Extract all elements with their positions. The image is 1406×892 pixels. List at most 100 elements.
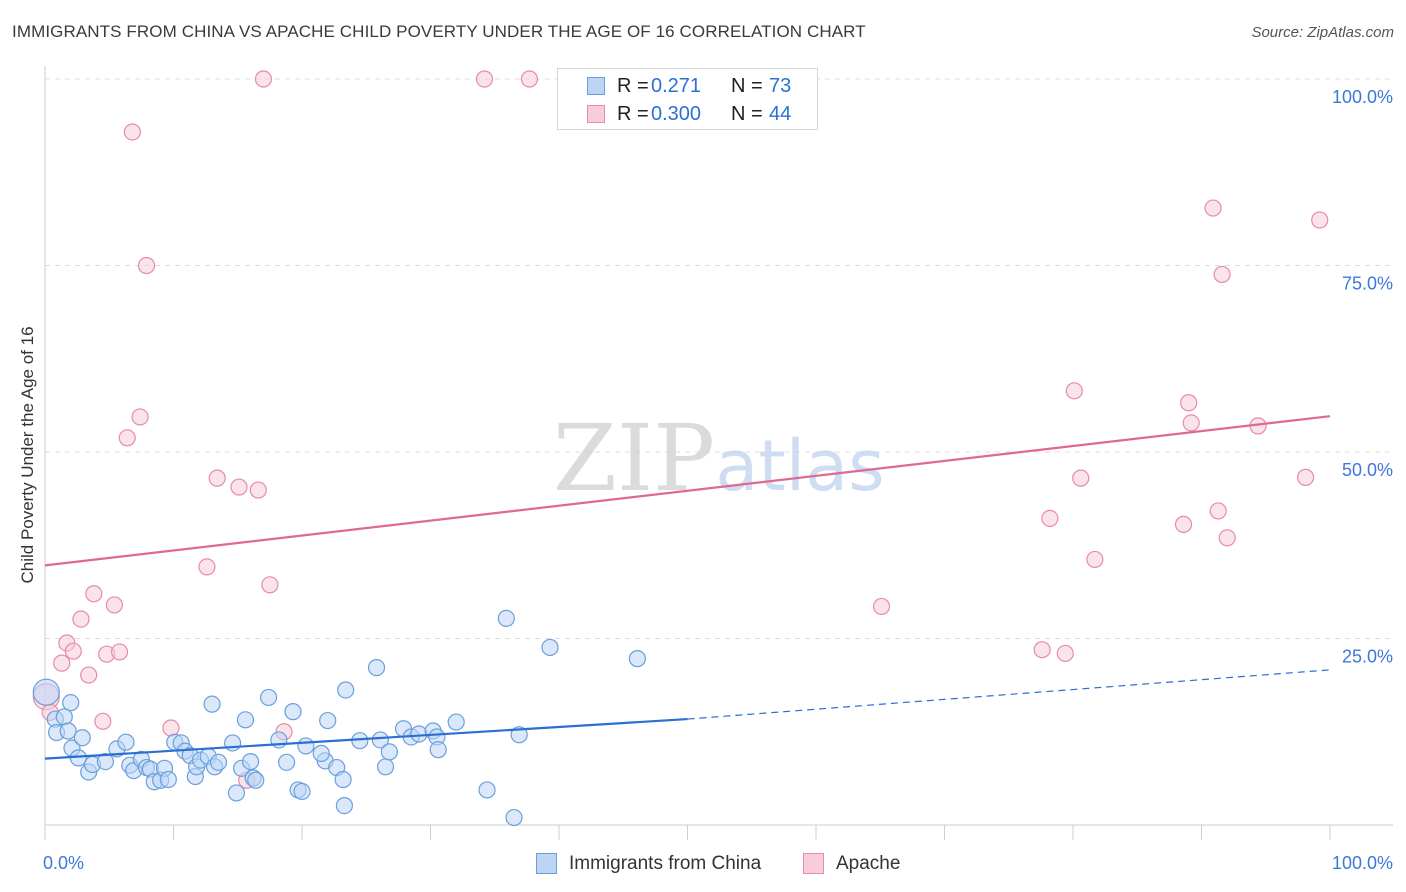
apache-point bbox=[872, 597, 891, 616]
r-value: 0.300 bbox=[651, 103, 702, 125]
china-point bbox=[628, 650, 646, 668]
apache-point bbox=[1311, 211, 1329, 229]
apache-point bbox=[123, 123, 141, 141]
r-value: 0.271 bbox=[651, 75, 702, 97]
china-point bbox=[337, 681, 355, 699]
source-label: Source: ZipAtlas.com bbox=[1251, 24, 1394, 41]
y-tick-label: 25.0% bbox=[1342, 647, 1393, 667]
apache-point bbox=[254, 70, 273, 88]
n-label: N = bbox=[731, 103, 763, 125]
apache-point bbox=[1072, 469, 1090, 487]
china-trend-line bbox=[44, 717, 688, 760]
china-point bbox=[59, 722, 77, 740]
china-point bbox=[227, 784, 246, 802]
china-point bbox=[497, 609, 515, 627]
y-tick-label: 50.0% bbox=[1342, 460, 1393, 480]
china-point bbox=[335, 797, 354, 815]
china-point bbox=[236, 711, 255, 729]
china-point bbox=[209, 753, 228, 771]
x-tick-label-min: 0.0% bbox=[43, 853, 84, 873]
china-point bbox=[284, 703, 302, 721]
apache-point bbox=[261, 576, 279, 594]
legend-label-china: Immigrants from China bbox=[569, 853, 762, 874]
apache-point bbox=[105, 596, 123, 614]
grid bbox=[45, 78, 1393, 639]
china-point bbox=[242, 752, 260, 771]
apache-point bbox=[1174, 515, 1193, 533]
legend-label-apache: Apache bbox=[836, 853, 901, 874]
legend-row-apache: R = 0.300 N = 44 bbox=[558, 100, 817, 128]
legend-swatch-china bbox=[587, 77, 605, 95]
correlation-legend: R = 0.271 N = 73 R = 0.300 N = 44 bbox=[557, 68, 818, 130]
apache-point bbox=[72, 610, 90, 628]
apache-point bbox=[1209, 502, 1227, 520]
china-point bbox=[293, 782, 311, 801]
china-point bbox=[376, 758, 395, 776]
china-point bbox=[117, 733, 135, 751]
apache-point bbox=[1296, 468, 1315, 486]
apache-point bbox=[1213, 265, 1231, 284]
china-point bbox=[319, 711, 337, 730]
apache-point bbox=[230, 478, 248, 496]
apache-point bbox=[1086, 550, 1104, 569]
china-point bbox=[367, 658, 386, 677]
watermark-atlas: atlas bbox=[715, 425, 884, 507]
watermark-zip: ZIP bbox=[553, 405, 715, 512]
china-point bbox=[32, 678, 60, 706]
apache-point bbox=[475, 70, 494, 88]
china-point bbox=[247, 771, 265, 789]
n-value: 73 bbox=[769, 75, 792, 97]
china-point bbox=[55, 708, 73, 726]
legend-swatch-apache bbox=[803, 853, 824, 874]
apache-point bbox=[1218, 529, 1236, 547]
apache-point bbox=[118, 429, 136, 447]
legend-swatch-apache bbox=[587, 105, 605, 123]
china-point bbox=[203, 695, 221, 713]
apache-point bbox=[208, 469, 226, 487]
apache-point bbox=[1204, 199, 1222, 217]
china-point bbox=[351, 732, 369, 750]
china-point bbox=[224, 734, 242, 752]
apache-point bbox=[80, 666, 98, 684]
watermark: ZIP atlas bbox=[553, 405, 885, 512]
trend-lines bbox=[44, 415, 1331, 760]
apache-point bbox=[137, 256, 156, 275]
china-point bbox=[312, 744, 330, 762]
china-point bbox=[505, 808, 523, 827]
china-point bbox=[62, 694, 80, 712]
china-point bbox=[277, 753, 296, 771]
r-label: R = bbox=[617, 75, 649, 97]
apache-point bbox=[53, 654, 71, 672]
apache-point bbox=[198, 558, 216, 576]
apache-point bbox=[1041, 509, 1059, 527]
china-points bbox=[32, 609, 646, 827]
china-point bbox=[297, 737, 315, 755]
china-point bbox=[541, 638, 559, 657]
china-point bbox=[259, 688, 278, 707]
apache-point bbox=[85, 585, 103, 603]
apache-point bbox=[110, 643, 129, 661]
apache-point bbox=[64, 642, 82, 660]
apache-point bbox=[520, 70, 539, 88]
legend-swatch-china bbox=[536, 853, 557, 874]
china-point bbox=[380, 743, 398, 761]
apache-trend-line bbox=[44, 415, 1331, 567]
apache-point bbox=[1056, 644, 1074, 663]
series-legend: Immigrants from China Apache bbox=[0, 851, 1406, 877]
china-point bbox=[410, 725, 428, 743]
legend-row-china: R = 0.271 N = 73 bbox=[558, 72, 817, 100]
china-point bbox=[159, 770, 177, 789]
chart-title: IMMIGRANTS FROM CHINA VS APACHE CHILD PO… bbox=[12, 22, 866, 41]
china-point bbox=[429, 741, 447, 759]
china-point bbox=[96, 752, 114, 771]
china-point bbox=[334, 770, 352, 789]
n-value: 44 bbox=[769, 103, 792, 125]
apache-point bbox=[162, 719, 180, 737]
apache-point bbox=[94, 712, 112, 730]
y-tick-label: 100.0% bbox=[1332, 87, 1393, 107]
china-point bbox=[478, 781, 496, 799]
china-point bbox=[447, 713, 465, 731]
apache-point bbox=[249, 481, 267, 499]
apache-point bbox=[1182, 414, 1200, 432]
